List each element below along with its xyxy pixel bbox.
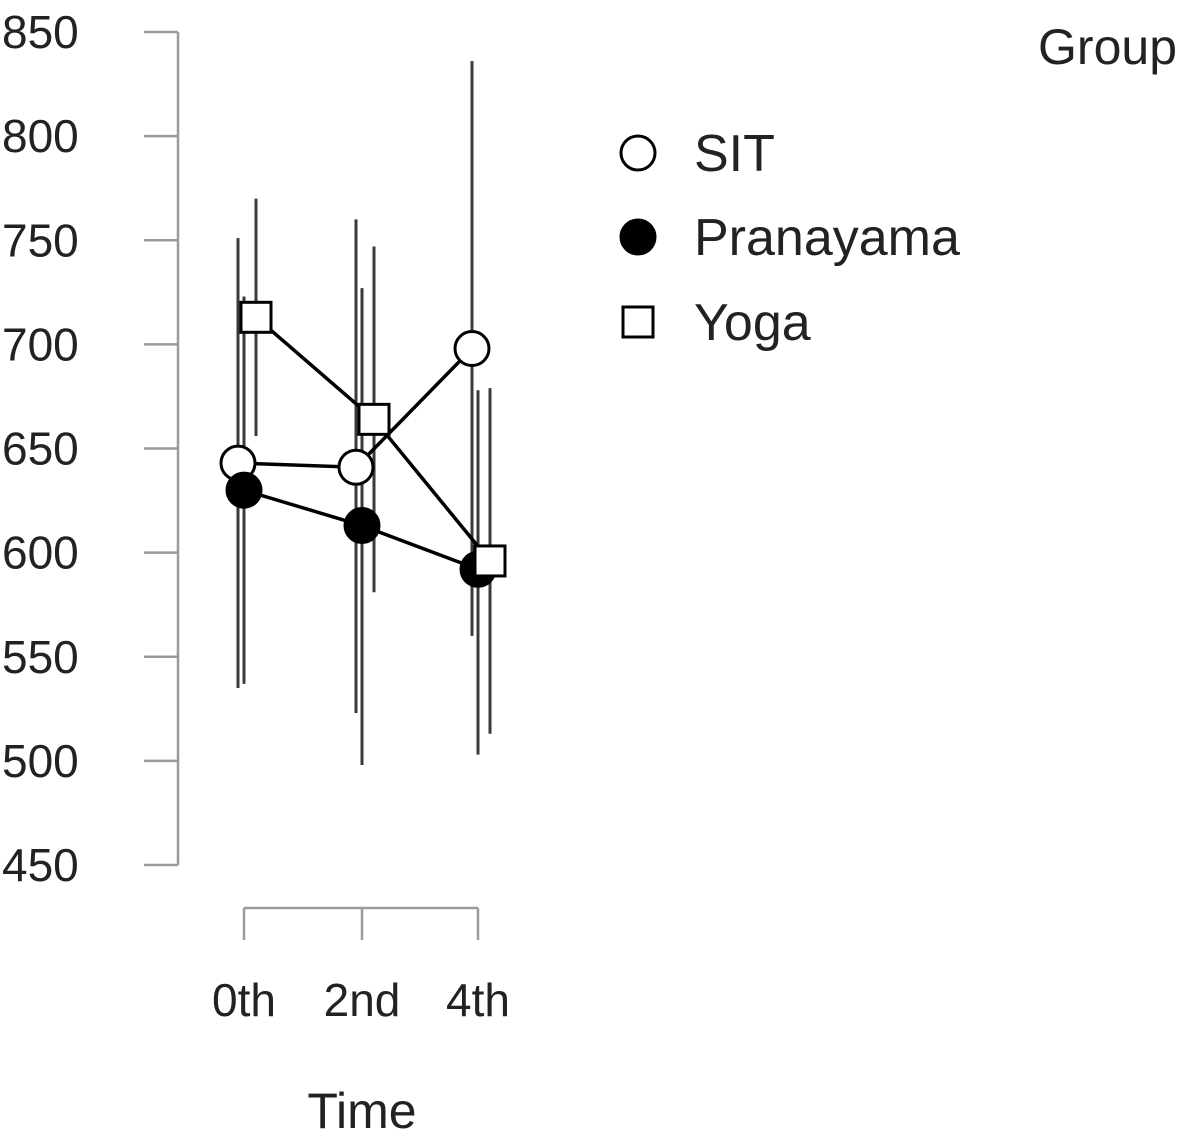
legend-title: Group	[1038, 19, 1177, 75]
legend-marker	[621, 305, 655, 339]
y-tick-label: 850	[2, 6, 79, 58]
data-point	[337, 448, 375, 486]
series-markers	[219, 300, 507, 588]
x-axis: 0th 2nd 4th	[212, 906, 510, 1026]
data-point	[343, 507, 381, 545]
data-point	[357, 402, 391, 436]
data-point	[225, 471, 263, 509]
x-tick-label: 4th	[446, 974, 510, 1026]
legend-marker	[619, 134, 657, 172]
legend-label: Pranayama	[694, 209, 960, 267]
legend-label: SIT	[694, 125, 775, 183]
y-tick-label: 500	[2, 735, 79, 787]
x-tick-label: 0th	[212, 974, 276, 1026]
y-axis: 450 500 550 600 650 700 750 800 850	[2, 6, 180, 891]
y-tick-label: 600	[2, 527, 79, 579]
y-tick-label: 650	[2, 423, 79, 475]
y-tick-label: 450	[2, 839, 79, 891]
legend-label: Yoga	[694, 294, 811, 352]
data-point	[473, 544, 507, 578]
y-tick-label: 700	[2, 318, 79, 370]
y-tick-label: 550	[2, 631, 79, 683]
x-axis-title: Time	[307, 1083, 416, 1139]
data-point	[239, 300, 273, 334]
data-point	[453, 330, 491, 368]
y-tick-label: 800	[2, 110, 79, 162]
x-tick-label: 2nd	[324, 974, 401, 1026]
y-tick-label: 750	[2, 214, 79, 266]
legend: Group SIT Pranayama Yoga	[619, 19, 1177, 352]
legend-marker	[619, 218, 657, 256]
